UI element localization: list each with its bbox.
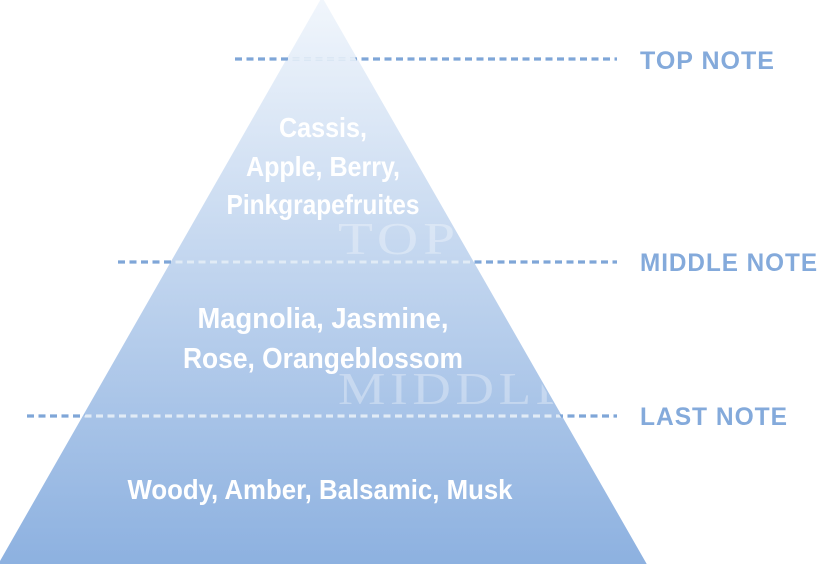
divider-lines xyxy=(27,57,617,418)
top-section-watermark: TOP xyxy=(338,213,460,264)
top-note-label: TOP NOTE xyxy=(640,47,775,75)
middle-section-watermark: MIDDLE xyxy=(338,363,573,414)
last-section-line-1: Woody, Amber, Balsamic, Musk xyxy=(128,474,513,505)
middle-section-line-1: Magnolia, Jasmine, xyxy=(198,303,449,335)
last-note-label: LAST NOTE xyxy=(640,403,788,431)
top-section-line-3: Pinkgrapefruites xyxy=(227,189,420,220)
top-section-line-2: Apple, Berry, xyxy=(246,151,400,182)
top-section-line-1: Cassis, xyxy=(279,112,367,143)
middle-section-line-2: Rose, Orangeblossom xyxy=(183,343,463,375)
pyramid-triangle xyxy=(0,0,647,564)
middle-note-label: MIDDLE NOTE xyxy=(640,249,818,277)
